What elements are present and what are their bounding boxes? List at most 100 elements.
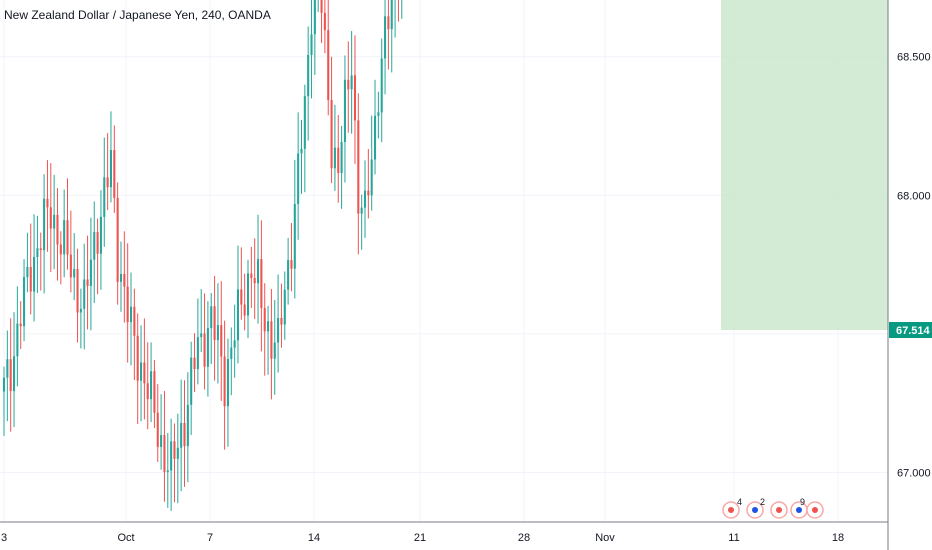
target-price-tag-bg (889, 322, 932, 339)
candle-body (360, 207, 363, 214)
candle-body (343, 79, 346, 143)
target-price-tag: 67.514 (896, 325, 931, 337)
candle-body (280, 317, 283, 325)
y-tick-label: 68.000 (897, 190, 931, 202)
candle-body (363, 190, 367, 208)
candle-body (176, 447, 179, 459)
candle-body (63, 220, 66, 255)
candle-body (373, 115, 377, 160)
candle-body (220, 325, 223, 357)
candle-body (103, 177, 106, 217)
candle-body (270, 321, 273, 359)
candle-body (193, 357, 196, 370)
candle-body (156, 412, 159, 447)
candle-body (12, 356, 16, 392)
candle-body (206, 328, 209, 367)
candle-body (377, 112, 380, 116)
candle-body (173, 441, 176, 459)
candle-body (166, 470, 169, 472)
x-tick-label: 11 (728, 532, 739, 544)
candle-body (323, 12, 326, 31)
event-count: 4 (737, 497, 742, 507)
y-tick-label: 67.000 (897, 468, 931, 480)
candle-body (210, 306, 213, 329)
candle-body (186, 404, 189, 447)
candle-body (23, 277, 26, 327)
candle-body (243, 304, 246, 316)
candle-body (310, 34, 313, 55)
candle-body (246, 273, 250, 316)
chart-title: New Zealand Dollar / Japanese Yen, 240, … (4, 8, 271, 22)
candle-body (26, 266, 29, 278)
candle-body (240, 289, 243, 305)
candle-body (113, 150, 116, 198)
candle-body (200, 333, 203, 338)
candle-body (73, 268, 76, 278)
candle-body (43, 198, 46, 251)
candle-body (287, 260, 290, 290)
candle-body (129, 306, 133, 323)
x-tick-label: 21 (414, 532, 426, 544)
candle-body (96, 232, 99, 254)
candle-body (390, 0, 393, 30)
candle-body (293, 203, 296, 269)
event-dot-icon (812, 507, 818, 513)
candle-body (136, 335, 139, 381)
candle-body (233, 340, 236, 348)
candle-body (303, 96, 306, 149)
candle-body (370, 159, 373, 196)
candle-body (143, 362, 146, 384)
candle-body (53, 214, 56, 229)
candle-body (150, 371, 153, 400)
candle-body (297, 153, 300, 204)
x-tick-label: 18 (832, 532, 844, 544)
candle-body (350, 75, 353, 90)
candle-body (123, 273, 126, 287)
event-dot-icon (728, 507, 734, 513)
candle-body (340, 142, 343, 173)
candle-body (367, 190, 370, 196)
candle-body (257, 259, 260, 284)
candle-body (86, 279, 89, 287)
candle-body (89, 259, 92, 287)
candle-body (327, 30, 330, 101)
candle-body (180, 422, 183, 448)
candles (2, 0, 403, 511)
candle-body (9, 359, 12, 392)
candle-body (213, 306, 216, 341)
event-badges[interactable]: 4 2 9 (722, 497, 824, 519)
candle-body (119, 273, 123, 282)
event-dot-icon (776, 507, 782, 513)
x-tick-label: 7 (207, 532, 213, 544)
x-tick-label: Nov (595, 532, 615, 544)
candle-body (320, 0, 323, 13)
candle-body (196, 337, 199, 370)
candle-body (133, 306, 136, 336)
candle-body (2, 377, 6, 392)
candle-body (106, 177, 109, 188)
event-dot-icon (796, 507, 802, 513)
x-tick-label: 28 (518, 532, 530, 544)
candle-body (66, 220, 69, 255)
candle-body (273, 342, 276, 359)
candle-body (347, 79, 350, 90)
y-tick-label: 68.500 (897, 52, 931, 64)
candle-body (333, 147, 336, 169)
candle-body (263, 308, 266, 332)
candle-body (33, 257, 36, 292)
candle-body (384, 16, 387, 59)
candle-body (83, 279, 86, 309)
candle-body (253, 278, 256, 284)
candle-body (19, 323, 22, 327)
candle-body (223, 356, 226, 407)
candle-body (183, 422, 186, 447)
candle-body (93, 232, 96, 260)
candle-body (109, 150, 112, 188)
candle-body (16, 323, 19, 357)
x-tick-label: 14 (308, 532, 320, 544)
candle-body (36, 248, 39, 258)
candle-body (353, 75, 357, 121)
candle-body (283, 289, 286, 325)
